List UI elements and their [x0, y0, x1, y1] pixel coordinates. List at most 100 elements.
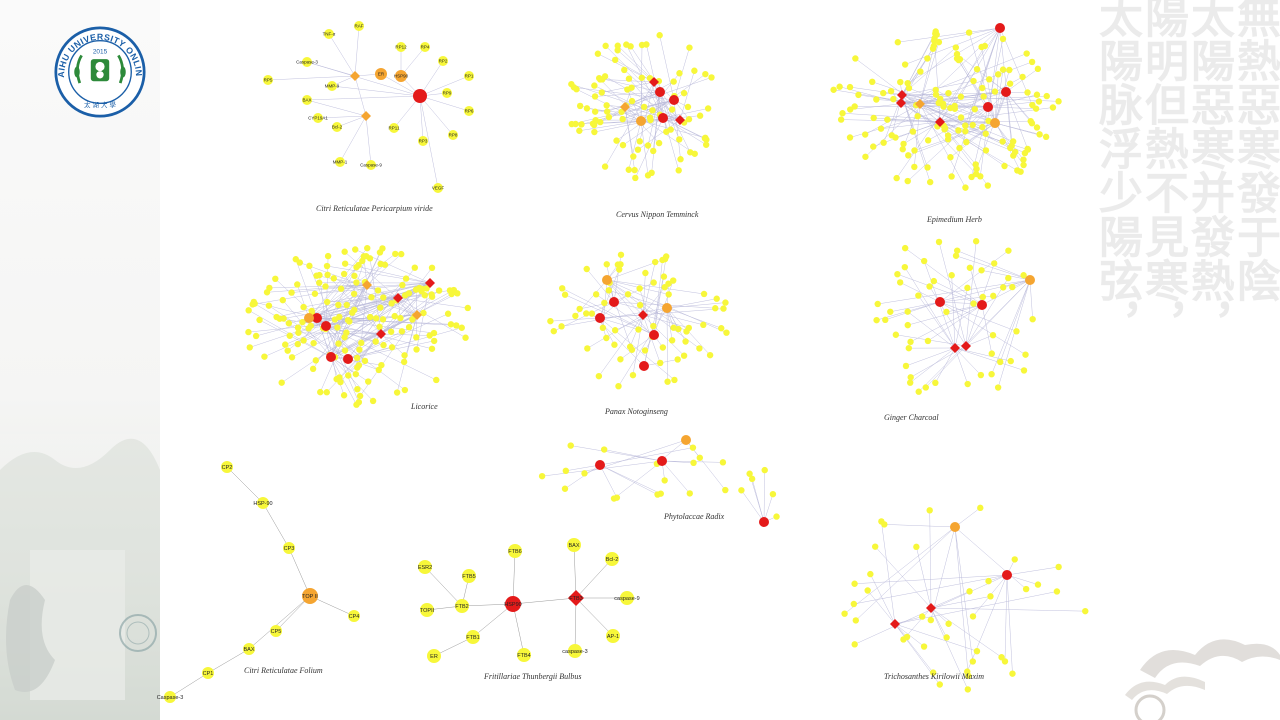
node-circle	[1009, 283, 1016, 291]
node-circle	[398, 328, 406, 335]
node-label: MMP-1	[333, 159, 348, 164]
network-edge	[894, 616, 923, 625]
node-circle	[945, 620, 952, 627]
node-circle	[654, 491, 661, 498]
network-dense-clusters	[245, 23, 1089, 693]
node-circle	[433, 183, 443, 193]
node-circle	[331, 316, 339, 323]
node-circle	[869, 78, 876, 86]
network-edge	[325, 325, 358, 359]
node-circle	[846, 134, 854, 141]
node-circle	[905, 152, 912, 159]
network-graph	[245, 244, 471, 408]
node-circle	[625, 166, 632, 173]
node-circle	[718, 325, 725, 332]
node-circle	[955, 56, 962, 64]
node-circle	[288, 289, 295, 296]
node-circle	[351, 272, 358, 280]
node-circle	[508, 544, 522, 558]
node-circle	[312, 357, 320, 364]
node-circle	[294, 324, 302, 331]
node-circle	[596, 74, 603, 82]
network-edge	[325, 328, 382, 335]
node-circle	[904, 79, 911, 87]
node-circle	[973, 66, 981, 73]
node-circle	[464, 71, 474, 81]
node-circle	[650, 147, 657, 155]
node-circle	[611, 327, 619, 334]
network-edge	[627, 89, 642, 122]
node-circle	[894, 39, 902, 46]
network-edge	[939, 301, 1017, 332]
node-label: MMP-9	[325, 83, 340, 88]
node-circle	[245, 307, 252, 314]
node-label: RP3	[419, 138, 428, 143]
node-circle	[423, 285, 430, 292]
node-circle	[1055, 98, 1062, 105]
node-circle	[712, 305, 719, 312]
network-caption: Citri Reticulatae Pericarpium viride	[316, 204, 433, 213]
node-circle	[639, 361, 649, 371]
node-circle	[1032, 105, 1040, 112]
node-label: RP8	[449, 132, 458, 137]
network-edge	[919, 103, 959, 131]
node-circle	[348, 610, 360, 622]
node-circle	[337, 378, 344, 386]
node-circle	[591, 82, 598, 89]
network-edge	[901, 71, 921, 96]
node-circle	[665, 291, 672, 298]
node-circle	[380, 294, 387, 301]
node-circle	[614, 42, 621, 49]
network-node: RP12	[395, 42, 407, 52]
network-edge	[679, 70, 695, 121]
node-circle	[1019, 73, 1026, 81]
node-circle	[458, 324, 465, 331]
network-edge	[317, 115, 367, 119]
network-edge	[877, 279, 1031, 305]
node-circle	[583, 105, 591, 112]
node-circle	[722, 299, 729, 306]
node-circle	[892, 134, 899, 141]
node-circle	[388, 300, 395, 307]
network-edge	[262, 502, 290, 549]
network-edge	[306, 95, 421, 101]
node-circle	[657, 456, 667, 466]
network-edge	[347, 313, 449, 360]
node-circle	[583, 265, 590, 273]
node-circle	[988, 350, 995, 357]
network-edge	[918, 279, 1031, 392]
network-caption: Cervus Nippon Temminck	[616, 210, 699, 219]
node-circle	[847, 106, 854, 113]
network-edge	[325, 325, 358, 390]
node-circle	[376, 323, 383, 331]
node-circle	[621, 66, 628, 74]
node-circle	[864, 587, 871, 594]
node-circle	[655, 87, 665, 97]
network-edge	[885, 301, 941, 321]
node-circle	[999, 66, 1007, 73]
right-decorative-band	[1120, 0, 1280, 720]
node-circle	[1034, 581, 1042, 588]
network-edge	[640, 120, 649, 176]
node-circle	[994, 384, 1002, 391]
node-circle	[617, 356, 624, 363]
network-edge	[999, 279, 1031, 363]
node-circle	[340, 392, 348, 399]
node-circle	[632, 174, 639, 182]
node-circle	[655, 139, 663, 147]
node-circle	[979, 123, 986, 131]
node-circle	[372, 338, 379, 345]
node-circle	[313, 113, 323, 123]
node-circle	[302, 95, 312, 105]
node-circle	[982, 147, 990, 154]
node-circle	[405, 323, 413, 331]
network-edge	[951, 275, 956, 349]
node-circle	[904, 177, 911, 185]
node-diamond	[897, 90, 907, 100]
node-circle	[613, 494, 621, 501]
node-label: TOP II	[302, 594, 318, 600]
node-circle	[454, 290, 461, 297]
network-node: RP3	[418, 136, 428, 146]
node-circle	[962, 184, 969, 191]
